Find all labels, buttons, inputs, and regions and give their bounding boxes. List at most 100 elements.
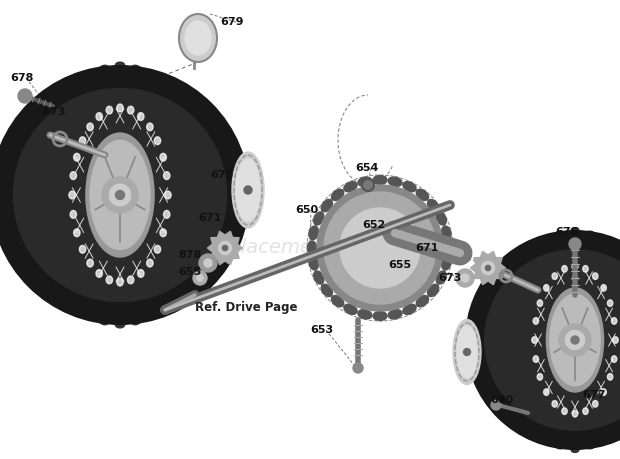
Ellipse shape bbox=[537, 300, 542, 307]
Ellipse shape bbox=[147, 309, 155, 315]
Ellipse shape bbox=[562, 265, 567, 272]
Ellipse shape bbox=[115, 62, 125, 68]
Ellipse shape bbox=[358, 310, 372, 319]
Ellipse shape bbox=[165, 191, 171, 199]
Polygon shape bbox=[208, 231, 242, 265]
Ellipse shape bbox=[185, 21, 211, 55]
Ellipse shape bbox=[614, 414, 620, 421]
Ellipse shape bbox=[314, 271, 324, 284]
Ellipse shape bbox=[154, 246, 161, 253]
Ellipse shape bbox=[544, 285, 549, 291]
Ellipse shape bbox=[100, 65, 108, 71]
Text: 671: 671 bbox=[198, 213, 221, 223]
Ellipse shape bbox=[443, 241, 453, 255]
Ellipse shape bbox=[537, 374, 542, 380]
Ellipse shape bbox=[403, 304, 416, 314]
Ellipse shape bbox=[79, 137, 86, 145]
Ellipse shape bbox=[572, 263, 578, 269]
Ellipse shape bbox=[533, 356, 539, 362]
Circle shape bbox=[456, 269, 474, 287]
Ellipse shape bbox=[552, 401, 557, 407]
Ellipse shape bbox=[160, 153, 166, 161]
Ellipse shape bbox=[131, 65, 140, 71]
Polygon shape bbox=[471, 252, 505, 285]
Circle shape bbox=[14, 89, 226, 302]
Text: 655: 655 bbox=[388, 260, 411, 270]
Ellipse shape bbox=[436, 212, 446, 225]
Ellipse shape bbox=[181, 247, 188, 256]
Ellipse shape bbox=[86, 133, 154, 257]
Ellipse shape bbox=[128, 276, 134, 284]
Ellipse shape bbox=[613, 337, 618, 343]
Ellipse shape bbox=[46, 190, 51, 200]
Ellipse shape bbox=[373, 312, 387, 320]
Ellipse shape bbox=[550, 294, 600, 386]
Circle shape bbox=[199, 254, 217, 272]
Ellipse shape bbox=[601, 432, 609, 438]
Ellipse shape bbox=[161, 90, 169, 97]
Ellipse shape bbox=[71, 90, 79, 97]
Text: 675: 675 bbox=[210, 170, 233, 180]
Text: 673: 673 bbox=[438, 273, 461, 283]
Ellipse shape bbox=[332, 296, 343, 307]
Text: 676: 676 bbox=[555, 227, 578, 237]
Text: 878: 878 bbox=[178, 250, 202, 260]
Ellipse shape bbox=[514, 365, 519, 372]
Ellipse shape bbox=[587, 231, 595, 236]
Ellipse shape bbox=[47, 219, 53, 229]
Text: 652: 652 bbox=[362, 220, 385, 230]
Circle shape bbox=[571, 336, 579, 344]
Ellipse shape bbox=[115, 322, 125, 328]
Ellipse shape bbox=[587, 444, 595, 449]
Ellipse shape bbox=[428, 284, 439, 297]
Circle shape bbox=[197, 275, 203, 281]
Ellipse shape bbox=[164, 211, 170, 218]
Ellipse shape bbox=[18, 89, 32, 103]
Ellipse shape bbox=[147, 123, 153, 131]
Ellipse shape bbox=[611, 318, 617, 324]
Ellipse shape bbox=[572, 410, 578, 417]
Circle shape bbox=[465, 230, 620, 450]
Ellipse shape bbox=[70, 172, 76, 179]
Ellipse shape bbox=[179, 14, 217, 62]
Text: 653: 653 bbox=[310, 325, 333, 335]
Circle shape bbox=[485, 265, 490, 271]
Ellipse shape bbox=[583, 408, 588, 414]
Ellipse shape bbox=[161, 293, 169, 300]
Ellipse shape bbox=[147, 75, 155, 81]
Ellipse shape bbox=[520, 392, 526, 398]
Text: 680: 680 bbox=[490, 395, 513, 405]
Ellipse shape bbox=[181, 134, 188, 143]
Ellipse shape bbox=[593, 273, 598, 280]
Circle shape bbox=[485, 250, 620, 430]
Ellipse shape bbox=[309, 256, 318, 270]
Text: 650: 650 bbox=[295, 205, 318, 215]
Ellipse shape bbox=[61, 272, 68, 280]
Ellipse shape bbox=[85, 75, 93, 81]
Ellipse shape bbox=[117, 104, 123, 112]
Ellipse shape bbox=[74, 229, 80, 237]
Ellipse shape bbox=[529, 259, 536, 265]
Ellipse shape bbox=[541, 242, 548, 247]
Ellipse shape bbox=[308, 241, 316, 255]
Ellipse shape bbox=[358, 177, 372, 186]
Ellipse shape bbox=[160, 229, 166, 237]
Ellipse shape bbox=[69, 191, 75, 199]
Ellipse shape bbox=[601, 389, 606, 395]
Ellipse shape bbox=[52, 134, 59, 143]
Circle shape bbox=[569, 238, 581, 250]
Ellipse shape bbox=[52, 247, 59, 256]
Ellipse shape bbox=[47, 162, 53, 171]
Ellipse shape bbox=[403, 182, 416, 192]
Ellipse shape bbox=[552, 273, 557, 280]
Ellipse shape bbox=[453, 319, 481, 385]
Ellipse shape bbox=[416, 189, 428, 201]
Circle shape bbox=[115, 190, 125, 200]
Ellipse shape bbox=[562, 408, 567, 414]
Circle shape bbox=[0, 65, 250, 325]
Circle shape bbox=[324, 192, 436, 304]
Ellipse shape bbox=[601, 285, 606, 291]
Ellipse shape bbox=[232, 152, 264, 228]
Ellipse shape bbox=[541, 432, 548, 438]
Ellipse shape bbox=[61, 110, 68, 118]
